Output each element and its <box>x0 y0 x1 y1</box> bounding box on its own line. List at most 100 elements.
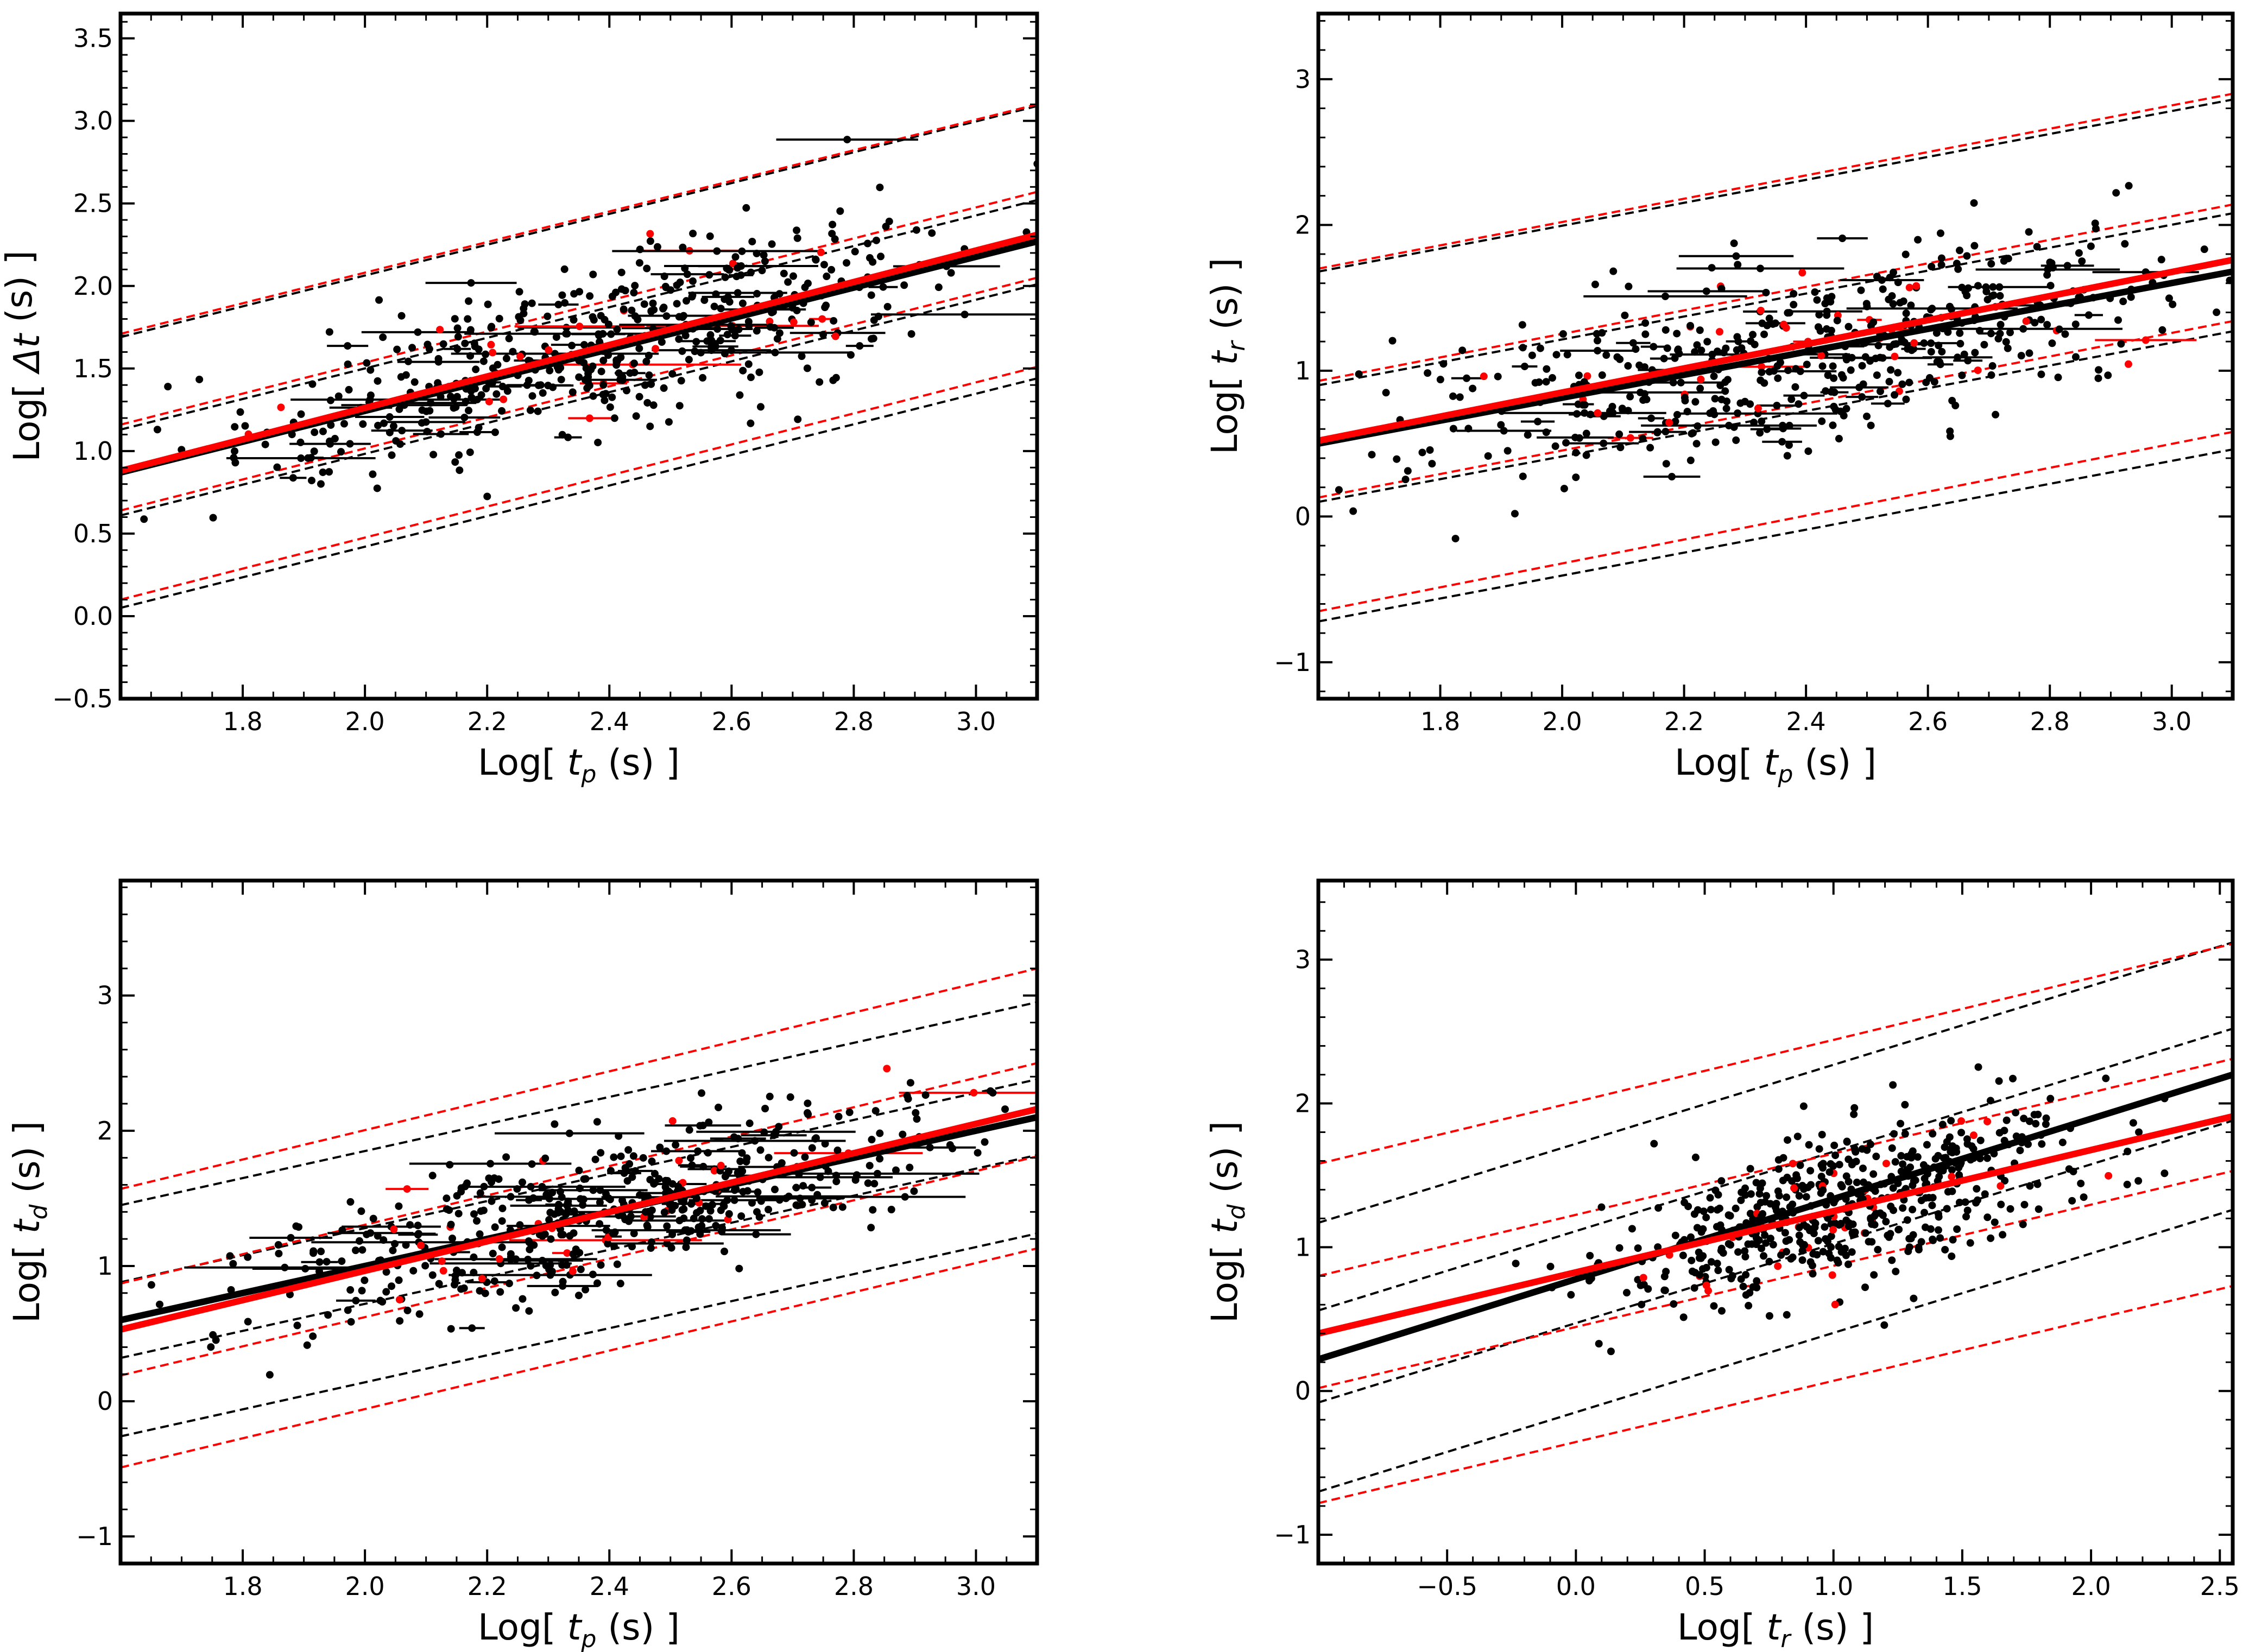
data-point <box>1615 430 1623 438</box>
x-tick-label: −0.5 <box>1417 1572 1477 1601</box>
data-point <box>672 1141 680 1149</box>
data-point <box>569 1250 577 1258</box>
data-point-red <box>1789 1160 1797 1168</box>
data-point <box>464 315 472 323</box>
data-point <box>574 1292 583 1300</box>
data-point-red <box>818 315 826 323</box>
data-point <box>1575 371 1583 379</box>
data-point <box>713 325 722 333</box>
data-point <box>1988 362 1997 370</box>
data-point <box>2019 1220 2027 1229</box>
data-point <box>1943 1138 1951 1146</box>
data-point <box>548 1188 557 1197</box>
data-point <box>1818 362 1827 370</box>
data-point <box>475 345 483 353</box>
data-point <box>542 1262 550 1270</box>
data-point <box>697 349 705 357</box>
data-point <box>617 1152 625 1160</box>
data-point <box>591 1155 599 1163</box>
data-point <box>346 1286 355 1294</box>
data-point <box>1629 339 1637 347</box>
data-point <box>1839 235 1847 243</box>
x-tick-label: 0.5 <box>1685 1572 1724 1601</box>
y-tick-label: 0.5 <box>73 519 113 548</box>
data-point <box>367 391 375 400</box>
data-point <box>646 422 654 431</box>
data-point <box>1887 1202 1895 1211</box>
data-point <box>1609 267 1618 275</box>
data-point <box>507 1253 515 1261</box>
data-point <box>2006 328 2014 337</box>
data-point <box>761 257 769 265</box>
data-point <box>1882 1218 1890 1226</box>
data-point <box>1551 442 1559 450</box>
data-point-red <box>2141 336 2150 344</box>
data-point <box>808 1183 816 1192</box>
data-point <box>1987 330 1995 338</box>
data-point <box>610 1153 618 1161</box>
data-point <box>2078 257 2086 265</box>
data-point <box>388 451 396 459</box>
data-point <box>594 439 602 447</box>
data-point <box>1963 1206 1972 1214</box>
data-point <box>1779 421 1787 429</box>
data-point <box>236 408 244 416</box>
data-point <box>649 401 658 409</box>
data-point <box>1852 1148 1860 1156</box>
data-point-red <box>675 1156 683 1164</box>
data-point <box>1819 1186 1827 1194</box>
data-point <box>2119 298 2127 306</box>
x-tick-label: 1.8 <box>223 1572 262 1601</box>
data-point <box>575 1166 583 1174</box>
data-point <box>1830 1141 1839 1149</box>
data-point <box>393 345 401 353</box>
data-point <box>1783 1311 1791 1319</box>
data-point <box>1677 378 1685 387</box>
data-point <box>2002 1116 2011 1124</box>
data-point <box>1796 1161 1804 1169</box>
data-point <box>808 1144 816 1152</box>
data-point <box>1436 376 1444 384</box>
data-point <box>1393 455 1401 463</box>
data-point-red <box>2105 1172 2113 1180</box>
data-point <box>1439 360 1448 368</box>
data-point <box>1746 1164 1754 1173</box>
data-point <box>428 1271 437 1279</box>
data-point <box>1660 1273 1669 1281</box>
data-point <box>266 1371 274 1379</box>
data-point <box>647 1244 655 1252</box>
data-point <box>1961 1198 1969 1206</box>
data-point-red <box>436 326 444 334</box>
data-point <box>1624 407 1632 415</box>
data-point <box>621 1216 629 1224</box>
data-point <box>1823 311 1831 319</box>
x-tick-label: 2.8 <box>834 707 874 736</box>
data-point <box>766 1092 774 1100</box>
data-point <box>352 1246 360 1255</box>
data-point <box>1689 429 1697 437</box>
data-point <box>1943 1205 1951 1213</box>
data-point <box>1970 242 1979 250</box>
dashed-band-line-black <box>121 199 1037 431</box>
data-point <box>297 410 305 418</box>
data-point <box>1638 1300 1646 1308</box>
data-point <box>1662 460 1670 468</box>
data-point <box>668 1230 677 1238</box>
data-point <box>1830 402 1838 410</box>
data-point <box>326 396 334 404</box>
x-tick-label: 2.4 <box>1786 707 1826 736</box>
data-point <box>496 1288 504 1296</box>
dashed-band-line-black <box>1318 1208 2233 1493</box>
data-point <box>1720 349 1728 357</box>
data-point <box>244 1318 252 1326</box>
data-point <box>1822 387 1830 395</box>
data-point <box>1690 1284 1698 1292</box>
data-point <box>402 371 410 379</box>
data-point <box>1628 1225 1636 1233</box>
data-point <box>1948 1187 1956 1195</box>
data-point <box>1404 467 1412 475</box>
data-point <box>1671 1231 1679 1239</box>
data-point <box>1888 1144 1896 1152</box>
data-point <box>1848 1248 1856 1256</box>
data-point <box>698 1215 706 1223</box>
